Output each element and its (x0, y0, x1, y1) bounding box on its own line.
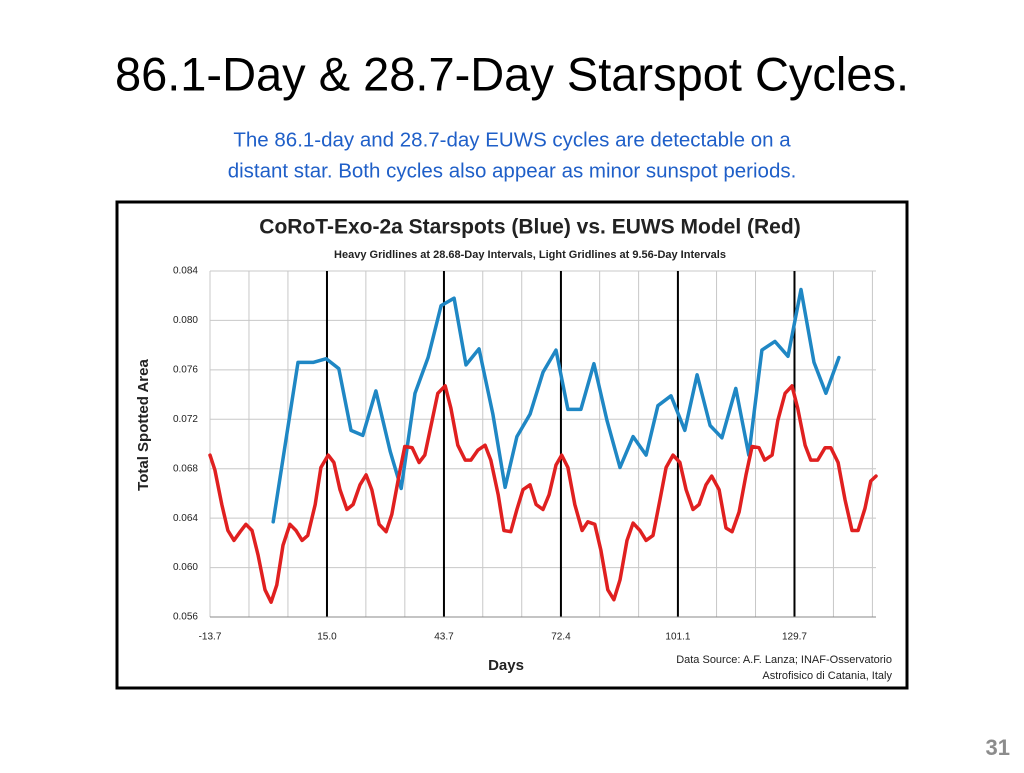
chart-subtitle: Heavy Gridlines at 28.68-Day Intervals, … (334, 249, 726, 261)
y-tick-label: 0.068 (173, 463, 198, 474)
y-tick-label: 0.060 (173, 562, 198, 573)
series-line (208, 384, 878, 604)
x-tick-label: 101.1 (665, 632, 690, 643)
y-tick-label: 0.072 (173, 414, 198, 425)
chart-frame (115, 200, 909, 690)
chart-title: CoRoT-Exo-2a Starspots (Blue) vs. EUWS M… (259, 216, 800, 239)
x-tick-label: 15.0 (317, 632, 337, 643)
x-tick-label: -13.7 (199, 632, 222, 643)
y-axis-label: Total Spotted Area (135, 359, 152, 491)
slide-subtitle: The 86.1-day and 28.7-day EUWS cycles ar… (233, 128, 791, 151)
x-tick-label: 72.4 (551, 632, 571, 643)
y-tick-label: 0.064 (173, 513, 198, 524)
y-tick-label: 0.056 (173, 612, 198, 623)
x-tick-label: 43.7 (434, 632, 454, 643)
y-tick-label: 0.084 (173, 266, 198, 277)
slide-subtitle: distant star. Both cycles also appear as… (228, 159, 797, 182)
slide-title: 86.1-Day & 28.7-Day Starspot Cycles. (115, 47, 909, 100)
x-tick-label: 129.7 (782, 632, 807, 643)
page-number: 31 (986, 735, 1010, 760)
x-axis-label: Days (488, 657, 524, 674)
series-line (271, 287, 841, 524)
plot: 0.056 0.060 0.064 0.068 0.072 0.076 0.080 0.084… (173, 266, 878, 643)
source-note: Data Source: A.F. Lanza; INAF-Osservator… (676, 654, 892, 666)
y-tick-label: 0.080 (173, 315, 198, 326)
source-note: Astrofisico di Catania, Italy (762, 670, 892, 682)
y-tick-label: 0.076 (173, 364, 198, 375)
